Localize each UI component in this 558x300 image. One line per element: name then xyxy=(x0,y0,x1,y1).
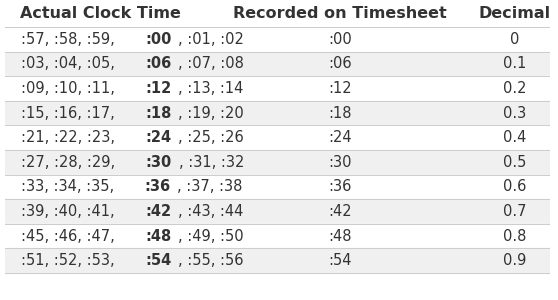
Text: , :43, :44: , :43, :44 xyxy=(178,204,243,219)
Text: :33, :34, :35,: :33, :34, :35, xyxy=(21,179,119,194)
Text: :42: :42 xyxy=(145,204,171,219)
Text: :18: :18 xyxy=(145,106,171,121)
Text: :24: :24 xyxy=(146,130,172,145)
Text: 0.1: 0.1 xyxy=(503,56,526,71)
Bar xyxy=(5,199,550,224)
Text: , :25, :26: , :25, :26 xyxy=(179,130,244,145)
Text: :45, :46, :47,: :45, :46, :47, xyxy=(21,229,119,244)
Text: 0.6: 0.6 xyxy=(503,179,526,194)
Text: Actual Clock Time: Actual Clock Time xyxy=(20,6,181,21)
Text: :39, :40, :41,: :39, :40, :41, xyxy=(21,204,119,219)
Text: 0.7: 0.7 xyxy=(503,204,526,219)
Text: 0.5: 0.5 xyxy=(503,155,526,170)
Text: :57, :58, :59,: :57, :58, :59, xyxy=(21,32,119,47)
Text: :18: :18 xyxy=(328,106,352,121)
Text: :51, :52, :53,: :51, :52, :53, xyxy=(21,253,119,268)
Text: :00: :00 xyxy=(145,32,171,47)
Text: , :07, :08: , :07, :08 xyxy=(179,56,244,71)
Text: , :37, :38: , :37, :38 xyxy=(177,179,243,194)
Text: :27, :28, :29,: :27, :28, :29, xyxy=(21,155,120,170)
Text: :54: :54 xyxy=(328,253,352,268)
Text: :09, :10, :11,: :09, :10, :11, xyxy=(21,81,119,96)
Bar xyxy=(5,224,550,248)
Text: :00: :00 xyxy=(328,32,352,47)
Bar xyxy=(5,125,550,150)
Text: :30: :30 xyxy=(146,155,172,170)
Text: , :13, :14: , :13, :14 xyxy=(179,81,244,96)
Text: , :19, :20: , :19, :20 xyxy=(179,106,244,121)
Text: :24: :24 xyxy=(328,130,352,145)
Text: , :49, :50: , :49, :50 xyxy=(178,229,244,244)
Text: :21, :22, :23,: :21, :22, :23, xyxy=(21,130,120,145)
Text: , :01, :02: , :01, :02 xyxy=(179,32,244,47)
Text: :06: :06 xyxy=(145,56,171,71)
Bar xyxy=(5,0,550,27)
Text: 0.9: 0.9 xyxy=(503,253,526,268)
Text: :36: :36 xyxy=(329,179,352,194)
Text: 0.4: 0.4 xyxy=(503,130,526,145)
Text: 0.8: 0.8 xyxy=(503,229,526,244)
Text: :48: :48 xyxy=(328,229,352,244)
Text: :30: :30 xyxy=(328,155,352,170)
Bar xyxy=(5,76,550,101)
Bar xyxy=(5,175,550,199)
Text: :54: :54 xyxy=(145,253,171,268)
Text: :06: :06 xyxy=(328,56,352,71)
Text: :36: :36 xyxy=(145,179,171,194)
Bar xyxy=(5,101,550,125)
Text: , :31, :32: , :31, :32 xyxy=(179,155,244,170)
Text: :12: :12 xyxy=(328,81,352,96)
Text: Recorded on Timesheet: Recorded on Timesheet xyxy=(233,6,447,21)
Text: :48: :48 xyxy=(145,229,171,244)
Text: 0.3: 0.3 xyxy=(503,106,526,121)
Text: :42: :42 xyxy=(328,204,352,219)
Text: , :55, :56: , :55, :56 xyxy=(178,253,244,268)
Bar xyxy=(5,27,550,52)
Bar xyxy=(5,52,550,76)
Text: :12: :12 xyxy=(145,81,171,96)
Bar xyxy=(5,248,550,273)
Text: :15, :16, :17,: :15, :16, :17, xyxy=(21,106,119,121)
Bar xyxy=(5,150,550,175)
Text: :03, :04, :05,: :03, :04, :05, xyxy=(21,56,119,71)
Text: 0.2: 0.2 xyxy=(503,81,526,96)
Text: 0: 0 xyxy=(510,32,519,47)
Text: Decimal: Decimal xyxy=(479,6,551,21)
